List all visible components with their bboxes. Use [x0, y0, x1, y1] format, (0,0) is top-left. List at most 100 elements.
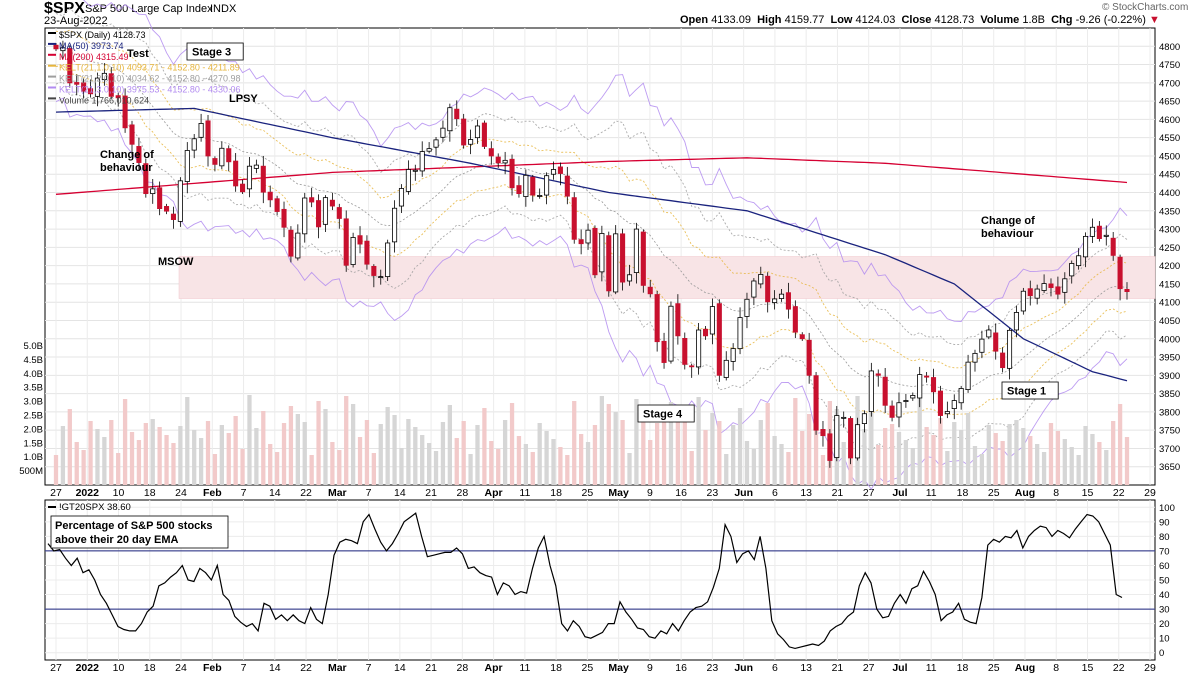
x-tick-label: 25 — [988, 662, 1000, 674]
indicator-tick-label: 10 — [1159, 634, 1170, 645]
kelt3-upper-line — [82, 0, 1128, 322]
candle-down — [806, 339, 812, 376]
chg-value: -9.26 (-0.22%) — [1075, 14, 1146, 26]
legend-volume-swatch — [48, 97, 56, 100]
candle-down — [1124, 289, 1130, 292]
volume-bar — [772, 436, 777, 485]
legend-kelt1: KELT(21,1.0,10) 4093.71 - 4152.80 - 4211… — [59, 63, 240, 73]
legend-ma50-swatch — [48, 42, 56, 45]
indicator-tick-label: 20 — [1159, 619, 1170, 630]
candle-up — [523, 174, 529, 197]
x-tick-label: 25 — [988, 487, 1000, 499]
volume-bar — [523, 444, 529, 485]
x-tick-label: 18 — [550, 662, 562, 674]
annotation-stage3: Stage 3 — [192, 47, 231, 59]
kelt1-upper-line — [55, 29, 1128, 369]
candle-down — [993, 332, 999, 352]
candle-up — [854, 424, 861, 459]
volume-bar — [544, 431, 549, 485]
x-tick-label: 21 — [425, 662, 437, 674]
candle-up — [599, 233, 605, 273]
x-tick-label: 6 — [772, 487, 778, 499]
indicator-line — [47, 512, 1123, 650]
volume-bar — [357, 437, 363, 485]
volume-value: 1.8B — [1022, 14, 1045, 26]
candle-down — [827, 433, 833, 461]
x-tick-label: 21 — [425, 487, 437, 499]
volume-bar — [599, 396, 605, 485]
volume-bar — [406, 419, 411, 485]
candle-down — [606, 235, 612, 292]
indicator-tick-label: 40 — [1159, 590, 1170, 601]
volume-bar — [530, 452, 535, 485]
annotation-msow: MSOW — [158, 256, 194, 268]
header-name: S&P 500 Large Cap Index — [85, 3, 213, 15]
x-tick-label: 18 — [957, 662, 969, 674]
x-tick-label: 14 — [394, 662, 406, 674]
header-symbol: $SPX — [44, 0, 85, 17]
annotation-stage3-box — [186, 42, 244, 61]
candle-up — [322, 197, 329, 225]
candle-up — [972, 352, 978, 363]
volume-bar — [813, 422, 819, 485]
open-value: 4133.09 — [711, 14, 751, 26]
down-arrow-icon: ▼ — [1148, 14, 1160, 26]
volume-bar — [717, 421, 722, 485]
x-tick-label: 22 — [300, 662, 312, 674]
volume-tick-label: 2.5B — [23, 411, 43, 422]
x-tick-label: 16 — [675, 487, 687, 499]
volume-bar — [696, 397, 701, 485]
header-exchange: INDX — [210, 3, 237, 15]
candle-up — [696, 329, 702, 368]
candle-down — [1096, 225, 1102, 239]
candle-down — [371, 265, 377, 276]
volume-bar — [88, 421, 93, 485]
close-value: 4128.73 — [934, 14, 975, 26]
x-tick-label: Mar — [328, 662, 347, 674]
x-tick-label: 28 — [456, 662, 468, 674]
legend-price-swatch — [48, 32, 56, 34]
candle-down — [316, 200, 322, 228]
candle-down — [654, 294, 660, 343]
volume-bar — [972, 446, 978, 485]
candle-down — [924, 375, 930, 378]
x-tick-label: 18 — [144, 662, 156, 674]
volume-bar — [102, 437, 107, 485]
candle-down — [530, 176, 536, 196]
candle-down — [661, 340, 667, 363]
volume-bar — [502, 420, 508, 485]
candle-up — [1041, 283, 1047, 291]
x-tick-label: 9 — [647, 487, 653, 499]
x-tick-label: 14 — [269, 487, 281, 499]
price-tick-label: 4550 — [1159, 133, 1180, 144]
volume-bar — [413, 427, 418, 485]
volume-bar — [516, 436, 522, 485]
candle-down — [74, 82, 80, 85]
volume-bar — [592, 425, 598, 485]
candle-down — [274, 198, 280, 212]
candle-up — [440, 127, 446, 138]
candle-up — [903, 400, 909, 402]
x-tick-label: Mar — [328, 487, 347, 499]
x-tick-label: 15 — [1082, 662, 1094, 674]
volume-bar — [302, 422, 307, 485]
volume-bar — [744, 441, 750, 485]
volume-bar — [178, 426, 183, 485]
x-tick-label: 7 — [366, 662, 372, 674]
candle-up — [392, 207, 398, 243]
volume-bar — [627, 453, 632, 485]
volume-bar — [74, 442, 79, 485]
volume-bar — [896, 432, 902, 485]
volume-bar — [1076, 455, 1081, 485]
price-tick-label: 4300 — [1159, 225, 1180, 236]
volume-bar — [281, 423, 287, 485]
volume-bar — [461, 421, 466, 485]
volume-bar — [399, 448, 404, 485]
x-tick-label: 18 — [144, 487, 156, 499]
volume-bar — [95, 429, 100, 485]
candle-up — [184, 150, 190, 182]
watermark: © StockCharts.com — [1102, 2, 1189, 13]
candle-down — [792, 306, 798, 333]
x-tick-label: 23 — [707, 662, 719, 674]
volume-bar — [337, 450, 342, 485]
